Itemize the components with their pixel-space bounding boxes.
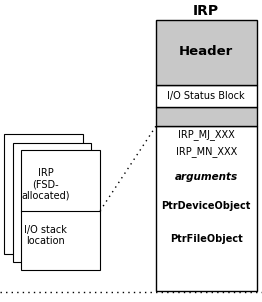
Text: IRP_MJ_XXX: IRP_MJ_XXX — [178, 129, 234, 140]
Bar — [156, 107, 257, 126]
Text: Header: Header — [179, 45, 233, 59]
Bar — [156, 126, 257, 291]
Bar — [156, 85, 257, 107]
Text: PtrFileObject: PtrFileObject — [170, 233, 243, 244]
Bar — [156, 20, 257, 85]
Text: PtrDeviceObject: PtrDeviceObject — [161, 201, 251, 211]
Text: IRP: IRP — [193, 4, 219, 18]
Bar — [13, 143, 91, 262]
Text: IRP_MN_XXX: IRP_MN_XXX — [176, 146, 237, 157]
Text: IRP
(FSD-
allocated): IRP (FSD- allocated) — [21, 168, 70, 201]
Text: I/O Status Block: I/O Status Block — [167, 91, 245, 101]
Text: arguments: arguments — [175, 172, 238, 182]
Bar — [21, 150, 100, 270]
Text: I/O stack
location: I/O stack location — [24, 225, 67, 246]
Bar — [4, 134, 83, 254]
